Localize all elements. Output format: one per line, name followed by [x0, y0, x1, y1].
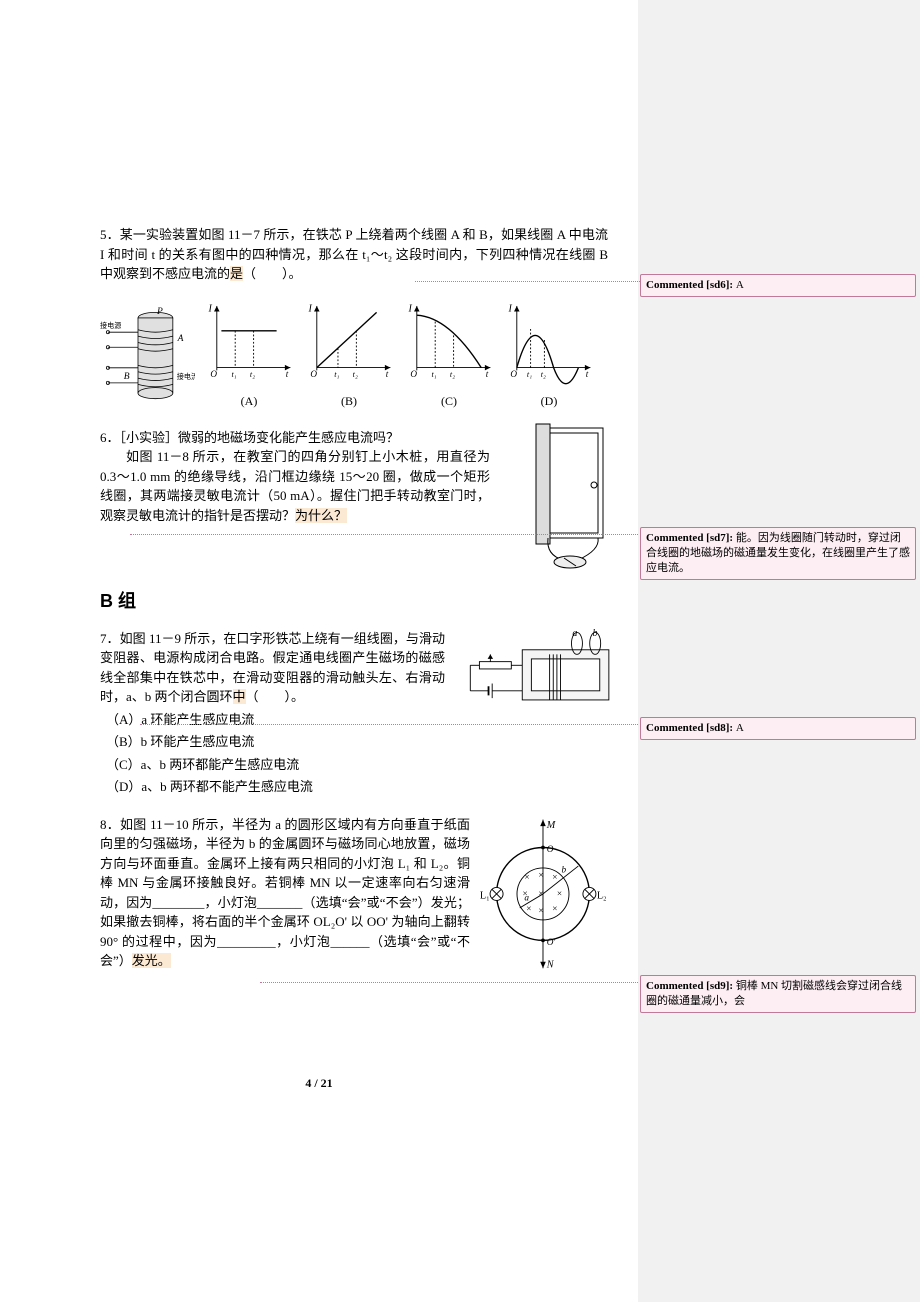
q8-highlight: 发光。	[132, 953, 171, 968]
question-7: a b 7．如图 11－9 所示，在口字形铁芯上绕有一组线圈，与滑动变阻器、电源…	[100, 629, 608, 797]
svg-text:I: I	[208, 303, 213, 314]
q7-options: （A）a 环能产生感应电流 （B）b 环能产生感应电流 （C）a、b 两环都能产…	[100, 710, 608, 797]
comment-sd6-label: Commented [sd6]:	[646, 279, 736, 291]
graph-b-label: (B)	[303, 392, 395, 410]
svg-text:L₂: L₂	[597, 890, 607, 901]
comment-sd8-text: A	[736, 722, 744, 734]
svg-text:b: b	[592, 628, 597, 639]
svg-text:I: I	[508, 303, 513, 314]
comment-sd7: Commented [sd7]: 能。因为线圈随门转动时，穿过闭合线圈的地磁场的…	[640, 527, 916, 580]
svg-text:A: A	[177, 333, 184, 343]
q7-tail: （ ）。	[246, 689, 305, 704]
comment-sd8-label: Commented [sd8]:	[646, 722, 736, 734]
svg-text:t₁: t₁	[527, 369, 532, 378]
leader-sd9	[260, 982, 638, 983]
svg-text:t₂: t₂	[353, 369, 358, 378]
q5-figure-row: P A B 接电源 接电流表 I O	[100, 290, 608, 410]
door-figure	[508, 420, 618, 570]
svg-text:t₁: t₁	[432, 369, 437, 378]
graph-a: I O t₁ t₂ t (A)	[203, 290, 295, 410]
svg-text:O: O	[210, 368, 217, 378]
q8-text: 8．如图 11－10 所示，半径为 a 的圆形区域内有方向垂直于纸面向里的匀强磁…	[100, 815, 470, 971]
svg-text:接电源: 接电源	[100, 321, 121, 330]
graph-a-label: (A)	[203, 392, 295, 410]
q7-option-b: （B）b 环能产生感应电流	[106, 732, 608, 752]
comment-sd9: Commented [sd9]: 铜棒 MN 切割磁感线会穿过闭合线圈的磁通量减…	[640, 975, 916, 1013]
q7-text: 7．如图 11－9 所示，在口字形铁芯上绕有一组线圈，与滑动变阻器、电源构成闭合…	[100, 629, 445, 707]
svg-text:N: N	[546, 959, 555, 970]
svg-text:×: ×	[557, 889, 562, 899]
q7-option-d: （D）a、b 两环都不能产生感应电流	[106, 777, 608, 797]
document-page: 5．某一实验装置如图 11－7 所示，在铁芯 P 上绕着两个线圈 A 和 B，如…	[0, 0, 638, 1302]
leader-sd7	[130, 534, 638, 535]
svg-text:b: b	[562, 865, 567, 875]
section-b-title: B 组	[100, 588, 608, 615]
q5-text: 5．某一实验装置如图 11－7 所示，在铁芯 P 上绕着两个线圈 A 和 B，如…	[100, 225, 608, 284]
svg-text:a: a	[572, 628, 577, 639]
q6-line1: 6．［小实验］微弱的地磁场变化能产生感应电流吗？	[100, 428, 490, 448]
leader-sd8	[140, 724, 638, 725]
q8-figure: ××× ××× ××× a b L₁ L₂ M N O O′	[478, 815, 608, 980]
q7-highlight: 中	[233, 689, 246, 704]
q7-option-c: （C）a、b 两环都能产生感应电流	[106, 755, 608, 775]
svg-text:I: I	[408, 303, 413, 314]
q5-highlight: 是	[230, 266, 243, 281]
svg-text:×: ×	[538, 871, 543, 881]
q5-body: 5．某一实验装置如图 11－7 所示，在铁芯 P 上绕着两个线圈 A 和 B，如…	[100, 227, 608, 281]
svg-text:O: O	[510, 368, 517, 378]
leader-sd6	[415, 281, 640, 282]
svg-text:t₁: t₁	[334, 369, 339, 378]
page-number: 4 / 21	[0, 1074, 638, 1092]
svg-text:t: t	[486, 368, 489, 378]
svg-text:t₁: t₁	[232, 369, 237, 378]
graph-c: I O t₁ t₂ t (C)	[403, 290, 495, 410]
question-6: 6．［小实验］微弱的地磁场变化能产生感应电流吗？ 如图 11－8 所示，在教室门…	[100, 428, 608, 568]
comment-gutter: Commented [sd6]: A Commented [sd7]: 能。因为…	[638, 0, 920, 1302]
svg-text:t₂: t₂	[250, 369, 255, 378]
svg-text:L₁: L₁	[480, 890, 490, 901]
svg-text:a: a	[524, 893, 529, 903]
svg-text:I: I	[308, 303, 313, 314]
question-8: ××× ××× ××× a b L₁ L₂ M N O O′ 8．如图 11－	[100, 815, 608, 971]
svg-text:×: ×	[524, 872, 529, 882]
svg-text:接电流表: 接电流表	[177, 371, 195, 380]
comment-sd8: Commented [sd8]: A	[640, 717, 916, 740]
svg-text:M: M	[546, 820, 556, 831]
svg-text:O′: O′	[547, 937, 557, 947]
svg-text:×: ×	[552, 872, 557, 882]
svg-text:t: t	[286, 368, 289, 378]
comment-sd7-label: Commented [sd7]:	[646, 532, 736, 544]
svg-text:×: ×	[552, 904, 557, 914]
comment-sd6-text: A	[736, 279, 744, 291]
svg-text:O: O	[410, 368, 417, 378]
svg-text:t₂: t₂	[450, 369, 455, 378]
svg-text:×: ×	[538, 906, 543, 916]
svg-text:t: t	[386, 368, 389, 378]
svg-text:t₂: t₂	[541, 369, 546, 378]
graph-b: I O t₁ t₂ t (B)	[303, 290, 395, 410]
svg-text:P: P	[156, 306, 163, 316]
graph-c-label: (C)	[403, 392, 495, 410]
svg-text:B: B	[124, 371, 130, 381]
svg-text:t: t	[586, 368, 589, 378]
svg-text:O: O	[310, 368, 317, 378]
q7-figure: a b	[463, 627, 618, 722]
graph-d: I O t₁ t₂ t (D)	[503, 290, 595, 410]
graph-d-label: (D)	[503, 392, 595, 410]
svg-text:O: O	[547, 845, 554, 855]
comment-sd9-label: Commented [sd9]:	[646, 980, 736, 992]
q6-highlight: 为什么？	[295, 508, 347, 523]
question-5: 5．某一实验装置如图 11－7 所示，在铁芯 P 上绕着两个线圈 A 和 B，如…	[100, 225, 608, 410]
svg-text:×: ×	[526, 904, 531, 914]
q8-body: 8．如图 11－10 所示，半径为 a 的圆形区域内有方向垂直于纸面向里的匀强磁…	[100, 817, 470, 969]
q5-tail: （ ）。	[243, 266, 302, 281]
q6-line2: 如图 11－8 所示，在教室门的四角分别钉上小木桩，用直径为 0.3～1.0 m…	[100, 447, 490, 525]
coil-diagram: P A B 接电源 接电流表	[100, 305, 195, 410]
comment-sd6: Commented [sd6]: A	[640, 274, 916, 297]
